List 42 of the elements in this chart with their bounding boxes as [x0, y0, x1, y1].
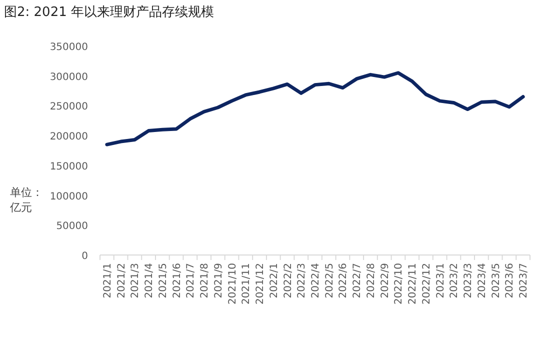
- x-tick-label: 2022/3: [296, 263, 308, 298]
- x-tick-label: 2021/7: [186, 263, 197, 298]
- y-tick-label: 0: [82, 251, 88, 262]
- x-tick-label: 2022/6: [338, 263, 350, 298]
- x-tick-label: 2021/11: [241, 263, 252, 305]
- x-tick-label: 2021/9: [213, 263, 224, 298]
- x-tick-label: 2022/5: [324, 263, 336, 298]
- x-tick-label: 2022/2: [282, 263, 294, 298]
- x-tick-label: 2023/5: [490, 263, 502, 298]
- x-tick-label: 2022/10: [394, 263, 405, 305]
- y-tick-label: 150000: [50, 161, 88, 172]
- x-tick-label: 2023/3: [463, 263, 474, 298]
- x-tick-label: 2021/3: [130, 263, 142, 298]
- x-tick-label: 2021/4: [144, 263, 156, 298]
- y-axis-title: 单位：亿元: [10, 185, 44, 215]
- x-tick-label: 2022/1: [268, 263, 280, 298]
- chart-title: 图2: 2021 年以来理财产品存续规模: [4, 4, 214, 21]
- y-tick-label: 100000: [50, 191, 88, 202]
- x-tick-label: 2021/6: [172, 263, 183, 298]
- x-tick-label: 2022/11: [408, 263, 419, 305]
- y-tick-label: 50000: [56, 221, 88, 232]
- x-tick-label: 2023/2: [449, 263, 460, 298]
- y-tick-label: 200000: [50, 132, 88, 143]
- x-tick-label: 2023/4: [476, 263, 488, 298]
- y-tick-label: 300000: [50, 72, 88, 83]
- x-tick-label: 2021/5: [158, 263, 169, 298]
- y-tick-label: 350000: [50, 42, 88, 53]
- x-tick-label: 2022/7: [352, 263, 364, 298]
- x-tick-label: 2022/8: [366, 263, 377, 298]
- x-tick-label: 2022/12: [421, 263, 432, 305]
- x-tick-label: 2021/1: [102, 263, 114, 298]
- line-series: [105, 71, 525, 146]
- x-tick-label: 2023/1: [435, 263, 446, 298]
- x-tick-label: 2023/7: [518, 263, 530, 298]
- x-tick-label: 2021/10: [227, 263, 238, 305]
- x-tick-label: 2023/6: [504, 263, 516, 298]
- x-tick-label: 2021/12: [255, 263, 266, 305]
- x-tick-label: 2021/8: [200, 263, 211, 298]
- x-tick-label: 2021/2: [116, 263, 128, 298]
- y-tick-label: 250000: [50, 102, 88, 113]
- x-tick-label: 2022/4: [310, 263, 322, 298]
- x-tick-label: 2022/9: [380, 263, 391, 298]
